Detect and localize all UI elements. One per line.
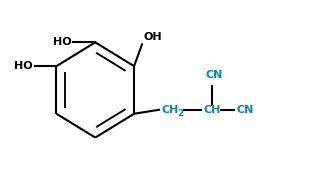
Text: OH: OH xyxy=(143,32,162,42)
Text: CN: CN xyxy=(237,105,254,115)
Text: HO: HO xyxy=(14,61,32,71)
Text: CH: CH xyxy=(204,105,221,115)
Text: CN: CN xyxy=(206,70,223,80)
Text: 2: 2 xyxy=(177,109,183,118)
Text: HO: HO xyxy=(53,37,71,47)
Text: CH: CH xyxy=(162,105,179,115)
